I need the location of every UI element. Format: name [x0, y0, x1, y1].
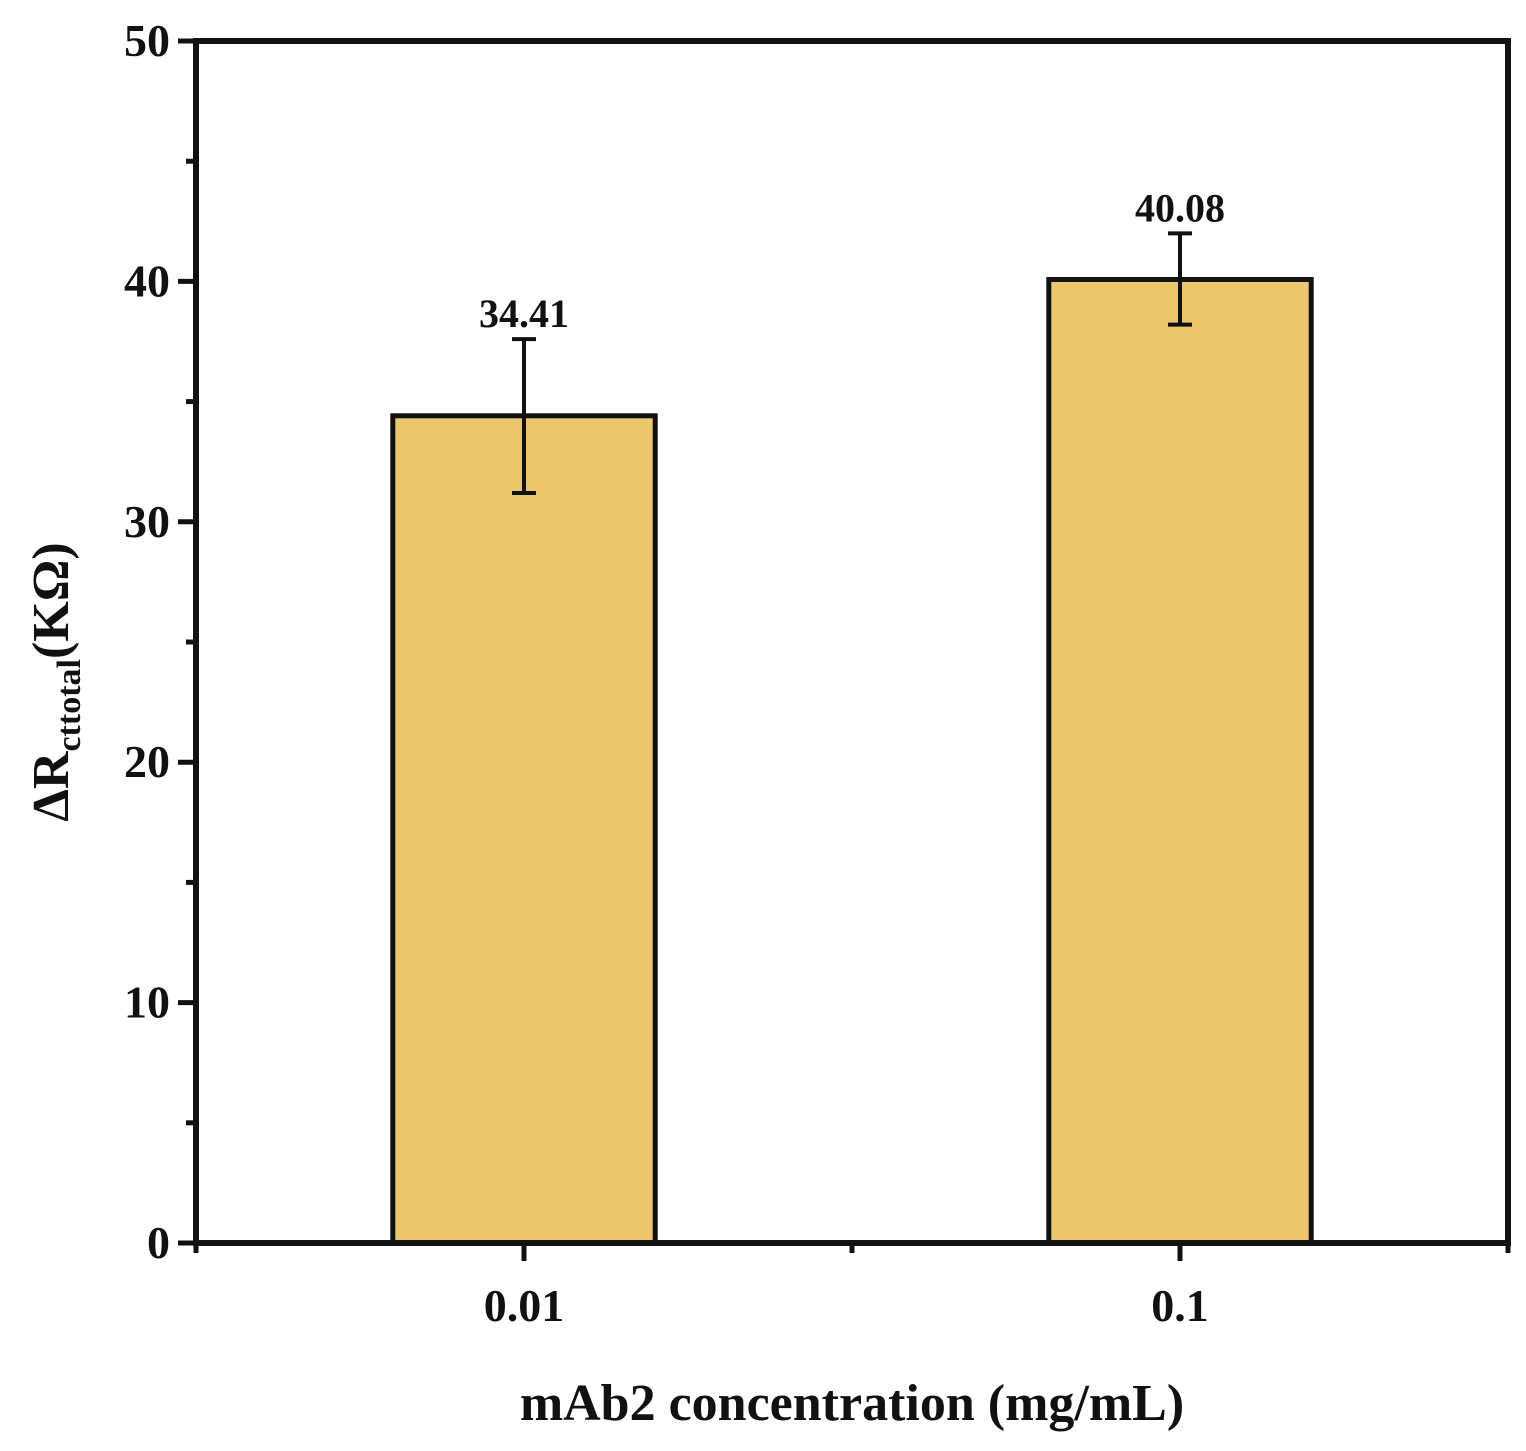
y-tick-label: 20	[124, 736, 170, 787]
error-bars-layer	[512, 231, 1192, 495]
y-axis-title-suffix: (KΩ)	[23, 542, 80, 659]
y-axis-title: ΔRcttotal(KΩ)	[23, 542, 88, 821]
x-axis: 0.01 0.1	[193, 1243, 1511, 1331]
bars-layer	[390, 276, 1314, 1246]
y-tick-label: 30	[124, 496, 170, 547]
bar-0.1	[1046, 276, 1314, 1246]
y-axis-title-subscript: cttotal	[51, 659, 88, 752]
x-tick-label-0.1: 0.1	[1151, 1280, 1209, 1331]
data-labels-layer: 34.41 40.08	[479, 185, 1225, 336]
bar-0.01	[390, 413, 658, 1246]
y-tick-label: 0	[147, 1217, 170, 1268]
y-axis-title-prefix: ΔR	[23, 750, 80, 822]
x-axis-title: mAb2 concentration (mg/mL)	[520, 1375, 1184, 1432]
y-axis: 0 10 20 30 40 50	[124, 15, 196, 1268]
y-tick-label: 50	[124, 15, 170, 66]
y-tick-label: 10	[124, 977, 170, 1028]
data-label-0.01: 34.41	[479, 291, 569, 336]
y-tick-label: 40	[124, 255, 170, 306]
x-tick-label-0.01: 0.01	[484, 1280, 565, 1331]
data-label-0.1: 40.08	[1135, 185, 1225, 230]
